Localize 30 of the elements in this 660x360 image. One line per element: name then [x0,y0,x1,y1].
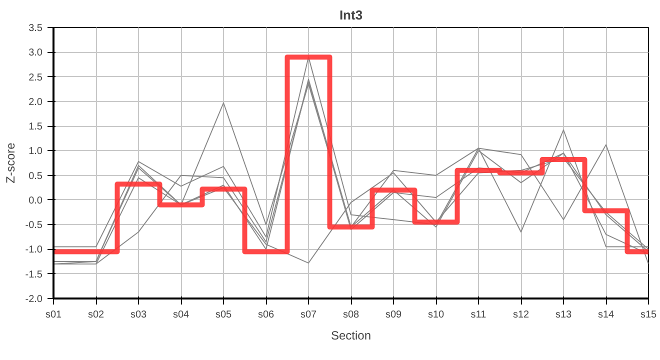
y-tick-label: -2.0 [25,294,43,305]
y-tick-label: -1.0 [25,244,43,256]
x-tick-label: s02 [88,310,104,320]
x-tick-label: s11 [470,310,487,320]
y-tick-label: 1.5 [28,122,43,133]
y-tick-label: 3.5 [28,23,43,34]
x-tick-label: s12 [512,310,530,320]
y-tick-label: 1.0 [28,146,43,158]
x-tick-label: s09 [385,310,402,320]
x-tick-label: s07 [300,310,317,320]
x-tick-label: s14 [598,310,614,320]
x-tick-label: s01 [45,310,62,320]
x-tick-label: s13 [555,310,572,320]
x-tick-label: s05 [215,310,232,320]
y-axis-title: Z-score [3,142,18,184]
x-tick-label: s04 [172,310,190,320]
y-tick-label: -1.5 [25,269,43,280]
y-tick-label: 0.0 [28,195,43,206]
x-tick-label: s08 [342,310,360,320]
x-tick-label: s06 [258,310,274,320]
y-tick-label: 2.5 [28,72,43,84]
chart-title: Int3 [339,8,363,22]
x-tick-label: s15 [640,310,657,320]
y-tick-label: -0.5 [25,220,43,232]
y-tick-label: 2.0 [28,96,43,108]
x-axis-title: Section [330,328,372,342]
x-tick-label: s10 [428,310,444,320]
x-tick-label: s03 [130,310,147,320]
y-tick-label: 0.5 [28,170,43,182]
y-tick-label: 3.0 [28,48,43,59]
